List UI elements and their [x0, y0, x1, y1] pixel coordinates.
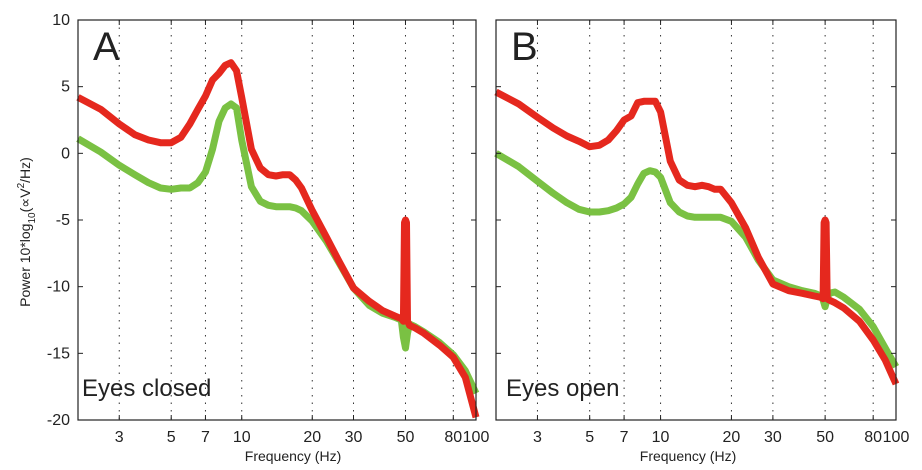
panel-caption-b: Eyes open — [506, 375, 619, 402]
red-series-line-b — [494, 88, 900, 386]
plot-frame-b — [495, 19, 897, 421]
y-tick-label-a: 0 — [61, 145, 70, 162]
y-axis-label: Power 10*log10(∝V2/Hz) — [16, 157, 38, 307]
x-tick-label-a: 7 — [201, 429, 210, 446]
x-tick-label-a: 10 — [233, 429, 251, 446]
x-tick-label-b: 50 — [816, 429, 834, 446]
x-tick-label-b: 10 — [652, 429, 670, 446]
panel-caption-a: Eyes closed — [82, 375, 211, 402]
x-tick-label-b: 20 — [723, 429, 741, 446]
x-tick-label-b: 5 — [585, 429, 594, 446]
y-tick-label-a: -10 — [47, 279, 70, 296]
y-axis-label-open: (∝V — [17, 188, 33, 213]
y-tick-label-a: 10 — [52, 12, 70, 29]
x-tick-label-b: 100 — [883, 429, 910, 446]
y-tick-label-a: -5 — [56, 212, 70, 229]
x-tick-label-a: 30 — [345, 429, 363, 446]
y-axis-label-main: Power 10*log — [17, 224, 33, 307]
x-tick-label-a: 5 — [167, 429, 176, 446]
x-tick-label-b: 80 — [864, 429, 882, 446]
x-tick-label-a: 50 — [397, 429, 415, 446]
x-tick-label-a: 100 — [463, 429, 490, 446]
figure-base — [76, 20, 900, 420]
y-axis-label-close: /Hz) — [17, 157, 33, 183]
y-tick-label-a: -20 — [47, 412, 70, 429]
panel-letter-b: B — [511, 25, 538, 69]
x-axis-label-b: Frequency (Hz) — [640, 448, 736, 464]
y-axis-label-subscript: 10 — [27, 212, 38, 224]
y-tick-label-a: 5 — [61, 79, 70, 96]
x-tick-label-a: 3 — [115, 429, 124, 446]
x-axis-label-a: Frequency (Hz) — [245, 448, 341, 464]
x-tick-label-b: 7 — [620, 429, 629, 446]
plot-frame-a — [77, 19, 477, 421]
x-tick-label-a: 80 — [444, 429, 462, 446]
x-tick-label-b: 30 — [764, 429, 782, 446]
x-tick-label-a: 20 — [303, 429, 321, 446]
panel-letter-a: A — [93, 25, 120, 69]
y-axis-label-superscript: 2 — [16, 182, 27, 188]
red-series-line-a — [76, 59, 480, 419]
y-tick-label-a: -15 — [47, 345, 70, 362]
green-series-line-a — [76, 100, 480, 395]
x-tick-label-b: 3 — [533, 429, 542, 446]
plot-area-a — [78, 20, 476, 420]
